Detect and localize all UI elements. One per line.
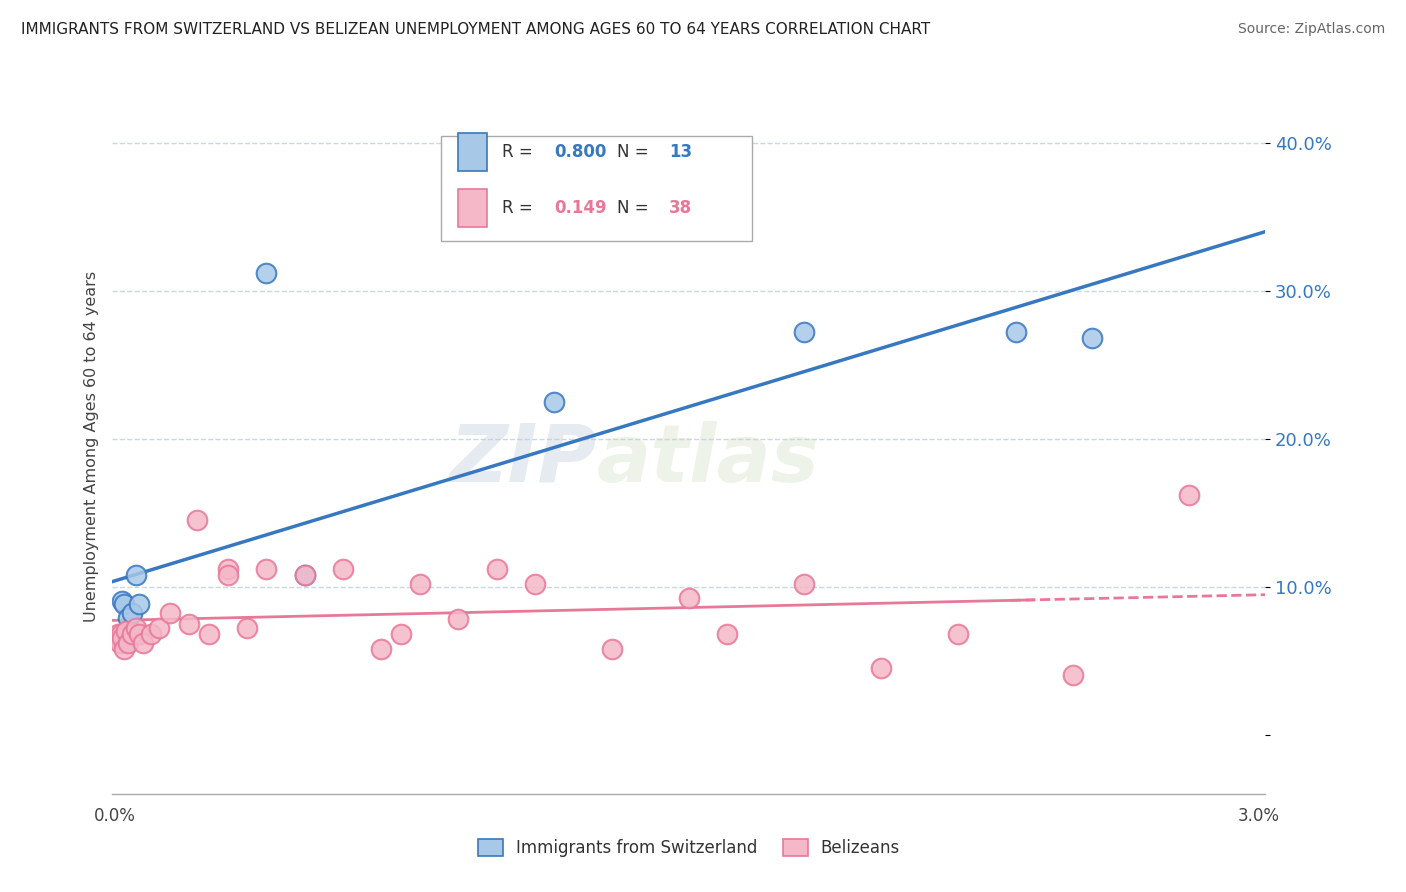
Text: N =: N = (617, 143, 654, 161)
Text: 0.0%: 0.0% (94, 807, 136, 825)
Bar (458, 133, 488, 171)
Point (186, 513, 208, 527)
Text: R =: R = (502, 199, 538, 217)
Point (294, 567, 316, 582)
Point (524, 576, 547, 591)
Text: ZIP: ZIP (450, 421, 596, 499)
Text: 13: 13 (669, 143, 693, 161)
Point (117, 636, 139, 650)
Text: 0.149: 0.149 (554, 199, 606, 217)
FancyBboxPatch shape (441, 136, 752, 241)
Text: Source: ZipAtlas.com: Source: ZipAtlas.com (1237, 22, 1385, 37)
Point (115, 624, 138, 638)
Point (159, 607, 181, 621)
Point (543, 394, 565, 409)
Point (716, 627, 738, 641)
Point (179, 616, 201, 631)
Point (793, 576, 815, 591)
Point (148, 621, 170, 635)
Text: N =: N = (617, 199, 654, 217)
Point (108, 636, 131, 650)
Point (139, 627, 162, 641)
Text: R =: R = (502, 143, 538, 161)
Point (112, 598, 135, 612)
Point (117, 611, 139, 625)
Point (128, 627, 150, 641)
Point (132, 636, 155, 650)
Point (197, 627, 219, 641)
Point (128, 598, 150, 612)
Point (121, 607, 143, 621)
Text: atlas: atlas (596, 421, 820, 499)
Point (254, 266, 277, 280)
Point (111, 632, 134, 646)
Point (108, 632, 131, 646)
Point (870, 661, 893, 675)
Point (946, 627, 969, 641)
Point (1177, 488, 1199, 502)
Point (1004, 325, 1026, 339)
Point (110, 627, 132, 641)
Point (409, 576, 432, 591)
Point (111, 594, 134, 608)
Point (678, 591, 700, 606)
Point (600, 641, 623, 656)
Bar (458, 188, 488, 227)
Point (124, 621, 146, 635)
Point (124, 567, 146, 582)
Point (1062, 668, 1084, 682)
Point (112, 641, 135, 656)
Point (447, 612, 470, 626)
Point (121, 627, 143, 641)
Point (107, 627, 129, 641)
Point (217, 562, 239, 576)
Point (108, 632, 131, 646)
Text: 3.0%: 3.0% (1237, 807, 1279, 825)
Point (793, 325, 815, 339)
Point (332, 562, 354, 576)
Point (217, 567, 239, 582)
Point (254, 562, 277, 576)
Legend: Immigrants from Switzerland, Belizeans: Immigrants from Switzerland, Belizeans (470, 830, 908, 865)
Text: 38: 38 (669, 199, 693, 217)
Point (370, 641, 392, 656)
Point (485, 562, 508, 576)
Point (294, 567, 316, 582)
Point (1081, 331, 1104, 345)
Point (236, 621, 259, 635)
Point (389, 627, 412, 641)
Y-axis label: Unemployment Among Ages 60 to 64 years: Unemployment Among Ages 60 to 64 years (83, 270, 98, 622)
Text: 0.800: 0.800 (554, 143, 606, 161)
Text: IMMIGRANTS FROM SWITZERLAND VS BELIZEAN UNEMPLOYMENT AMONG AGES 60 TO 64 YEARS C: IMMIGRANTS FROM SWITZERLAND VS BELIZEAN … (21, 22, 931, 37)
